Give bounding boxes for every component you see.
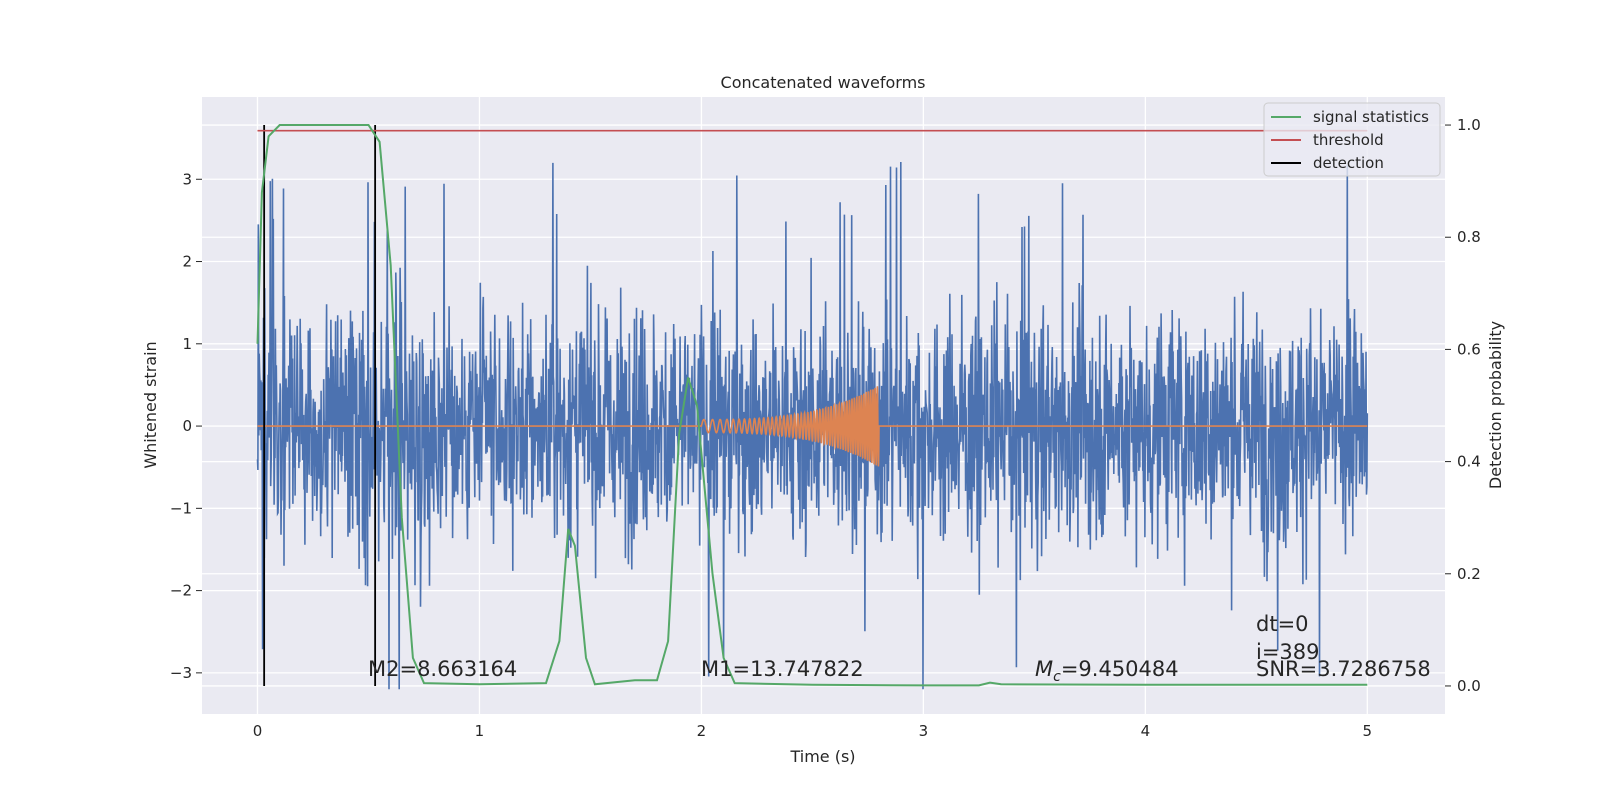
y-left-tick-label-4: 1	[182, 335, 192, 353]
y-right-tick-label-4: 0.8	[1457, 228, 1481, 246]
annotation-dt: dt=0	[1256, 612, 1309, 636]
legend-label-threshold: threshold	[1313, 131, 1384, 149]
annotation-snr: SNR=3.7286758	[1256, 657, 1431, 681]
annotation-i: i=389	[1256, 640, 1320, 664]
y-right-axis-label: Detection probability	[1486, 321, 1505, 489]
x-tick-label-3: 3	[919, 722, 929, 740]
y-left-axis-ticks: −3 −2 −1 0 1 2 3	[170, 170, 202, 682]
y-left-tick-label-1: −2	[170, 582, 192, 600]
annotation-mc-value: =9.450484	[1061, 657, 1179, 681]
x-tick-label-2: 2	[697, 722, 707, 740]
signal-statistics-line	[256, 124, 1368, 687]
annotation-mc-subscript: c	[1053, 669, 1061, 685]
annotation-mc-symbol: M	[1035, 657, 1053, 681]
legend-box	[1263, 102, 1441, 177]
y-left-tick-label-3: 0	[182, 417, 192, 435]
y-left-tick-label-5: 2	[182, 253, 192, 271]
y-right-tick-label-1: 0.2	[1457, 565, 1481, 583]
plot-series	[256, 124, 1369, 690]
x-tick-label-4: 4	[1141, 722, 1151, 740]
x-tick-label-0: 0	[253, 722, 263, 740]
y-left-tick-label-6: 3	[182, 170, 192, 188]
y-left-tick-label-2: −1	[170, 499, 192, 517]
whitened-strain-line	[256, 161, 1369, 690]
y-right-axis-ticks: 0.0 0.2 0.4 0.6 0.8 1.0	[1445, 116, 1481, 695]
y-right-tick-label-3: 0.6	[1457, 340, 1481, 358]
annotation-m1: M1=13.747822	[701, 657, 864, 681]
y-right-tick-label-5: 1.0	[1457, 116, 1481, 134]
injected-waveform-line	[257, 386, 1368, 467]
annotation-mc: Mc=9.450484	[1035, 657, 1179, 685]
x-tick-label-5: 5	[1363, 722, 1373, 740]
x-axis-label: Time (s)	[789, 747, 855, 766]
legend: signal statistics threshold detection	[1263, 102, 1441, 177]
y-left-axis-label: Whitened strain	[141, 341, 160, 468]
chart-title: Concatenated waveforms	[721, 73, 926, 92]
legend-label-detection: detection	[1313, 154, 1384, 172]
y-left-tick-label-0: −3	[170, 664, 192, 682]
x-tick-label-1: 1	[475, 722, 485, 740]
legend-label-signal-statistics: signal statistics	[1313, 108, 1429, 126]
detection-lines	[263, 125, 377, 686]
annotation-m2: M2=8.663164	[368, 657, 517, 681]
x-axis-ticks: 0 1 2 3 4 5	[253, 722, 1372, 740]
y-right-tick-label-0: 0.0	[1457, 677, 1481, 695]
y-right-tick-label-2: 0.4	[1457, 453, 1481, 471]
